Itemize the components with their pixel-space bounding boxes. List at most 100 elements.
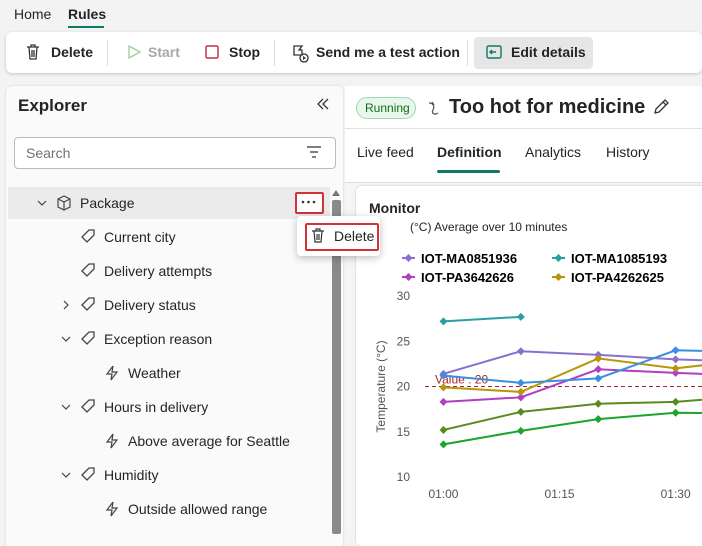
rule-icon [428,101,439,115]
tree-item[interactable]: Outside allowed range [128,501,268,517]
data-point [439,317,448,326]
send-test-button[interactable]: Send me a test action [316,44,460,60]
stop-icon [205,45,219,59]
data-point [594,365,603,374]
menu-delete-label[interactable]: Delete [334,228,375,244]
selected-row [8,187,330,219]
trash-icon [312,228,324,243]
tree-item[interactable]: Hours in delivery [104,399,209,415]
tree-item[interactable]: Humidity [104,467,159,483]
data-point [439,383,448,392]
collapse-icon[interactable] [316,97,330,111]
legend-marker [404,254,413,262]
chevron[interactable] [60,401,72,413]
series-line [443,411,702,446]
data-point [594,374,603,383]
legend-marker [404,273,413,281]
legend-label: IOT-PA3642626 [421,270,514,285]
series-line [443,398,702,431]
bolt-icon [105,433,119,449]
filter-icon[interactable] [306,145,322,159]
tree-item[interactable]: Package [80,195,135,211]
chevron[interactable] [36,197,48,209]
x-tick-label: 01:30 [661,487,691,501]
monitor-card [356,186,702,546]
bolt-icon [105,501,119,517]
tree-item[interactable]: Exception reason [104,331,213,347]
edit-details-icon [486,45,502,59]
stop-button[interactable]: Stop [229,44,261,60]
legend-marker [554,273,563,281]
tag-icon [81,297,95,311]
tag-icon [81,399,95,413]
search-box[interactable] [14,137,336,169]
rule-title: Too hot for medicine [449,96,646,118]
data-point [439,440,448,449]
tag-icon [81,467,95,481]
rule-tab[interactable]: Analytics [525,144,582,160]
series-line [443,315,521,323]
data-point [671,408,680,417]
more-icon [301,200,316,204]
divider [345,128,702,129]
data-point [439,371,448,380]
tab-underline [437,170,500,173]
delete-button[interactable]: Delete [51,44,94,60]
monitor-subtitle: (°C) Average over 10 minutes [410,220,568,234]
monitor-title: Monitor [369,200,421,216]
legend-label: IOT-PA4262625 [571,270,664,285]
data-point [516,407,525,416]
start-button[interactable]: Start [148,44,180,60]
status-pill [356,97,416,119]
status-text: Running [365,101,410,115]
tree-item[interactable]: Above average for Seattle [128,433,290,449]
y-tick-label: 15 [397,425,411,439]
tag-icon [81,229,95,243]
chevron[interactable] [60,469,72,481]
data-point [439,397,448,406]
tree-item[interactable]: Current city [104,229,176,245]
rule-tab[interactable]: Live feed [357,144,414,160]
chevron[interactable] [60,299,72,311]
edit-icon[interactable] [652,98,670,116]
data-point [594,399,603,408]
data-point [671,355,680,364]
nav-tab[interactable]: Rules [68,6,107,22]
explorer-title: Explorer [18,96,87,115]
page: Home Rules Delete Start Stop Send me a t… [6,6,702,546]
tree-item[interactable]: Delivery attempts [104,263,213,279]
x-tick-label: 01:00 [428,487,458,501]
y-tick-label: 25 [397,334,411,348]
chevron[interactable] [60,333,72,345]
y-axis-label: Temperature (°C) [374,340,388,432]
tag-icon [81,331,95,345]
legend-label: IOT-MA1085193 [571,251,667,266]
send-icon [293,45,309,63]
play-icon [128,44,142,60]
rule-tab[interactable]: Definition [437,144,502,160]
data-point [516,393,525,402]
scroll-up[interactable] [331,189,341,197]
legend-marker [554,254,563,262]
tree-item[interactable]: Delivery status [104,297,196,313]
edit-details-button[interactable]: Edit details [511,44,586,60]
data-point [671,397,680,406]
rule-tab[interactable]: History [606,144,650,160]
tree-item[interactable]: Weather [128,365,181,381]
data-point [671,368,680,377]
trash-icon [27,44,39,60]
bolt-icon [105,365,119,381]
scrollbar[interactable] [332,200,341,534]
y-tick-label: 20 [397,380,411,394]
monitor-chart: 10 15 20 25 30 01:00 01:15 01:30 Temperature (°C… [374,251,702,501]
data-point [671,346,680,355]
nav-tab[interactable]: Home [14,6,52,22]
y-tick-label: 10 [397,470,411,484]
more-button[interactable] [295,192,324,214]
data-point [516,347,525,356]
cube-icon [57,195,71,211]
tab-underline [68,26,104,28]
menu-delete[interactable] [305,223,379,251]
data-point [516,312,525,321]
data-point [516,378,525,387]
